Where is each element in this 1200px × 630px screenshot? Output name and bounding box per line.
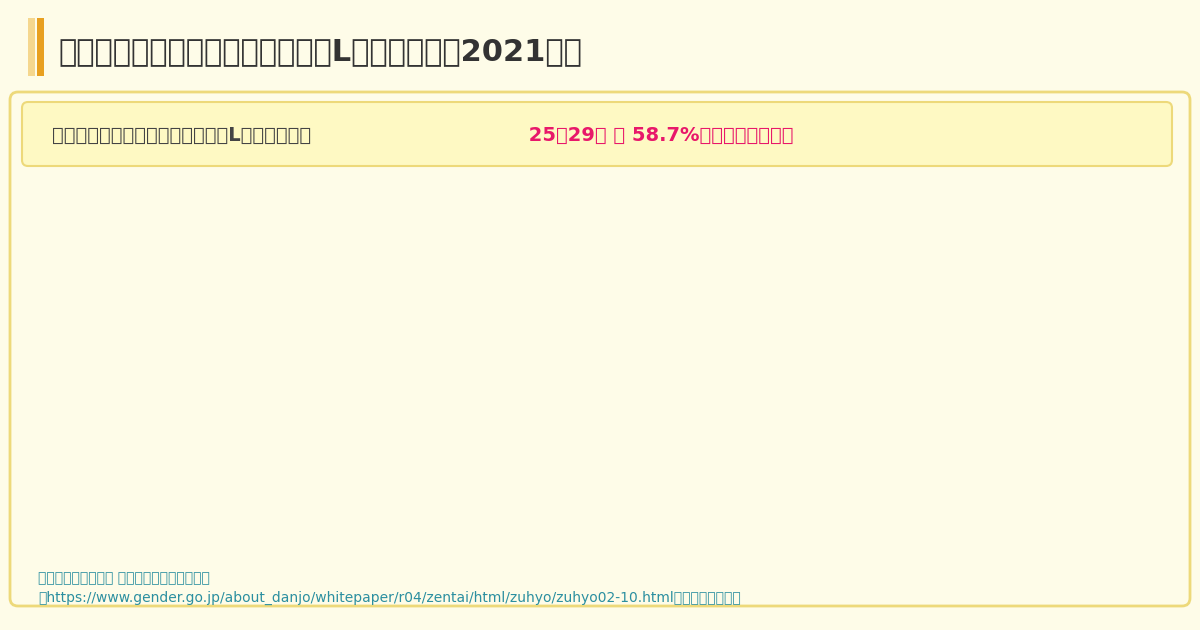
Text: 25～29歳 の 58.7%をピークに低下。: 25～29歳 の 58.7%をピークに低下。 — [522, 125, 793, 144]
Text: 26.3: 26.3 — [661, 391, 696, 404]
Text: 18.2: 18.2 — [800, 418, 835, 433]
Legend: 就業率（M字カーブ）, 正規雇用比率（L字カーブ）: 就業率（M字カーブ）, 正規雇用比率（L字カーブ） — [892, 208, 1110, 286]
Text: 73.0: 73.0 — [661, 229, 696, 243]
Text: 2.0: 2.0 — [805, 475, 829, 489]
Text: 78.2: 78.2 — [454, 210, 488, 225]
Text: 13.1: 13.1 — [731, 467, 766, 481]
Text: 72.7: 72.7 — [176, 230, 211, 244]
Bar — [28, 18, 35, 76]
Text: 60.6: 60.6 — [731, 272, 766, 285]
Text: 「男女共同参画白書 令和４年版」（内閣府）: 「男女共同参画白書 令和４年版」（内閣府） — [38, 571, 210, 585]
Text: 女性の年齢階級別正規雇用比率（L字カーブ）（2021年）: 女性の年齢階級別正規雇用比率（L字カーブ）（2021年） — [58, 38, 582, 67]
Text: 78.0: 78.0 — [593, 212, 626, 226]
Text: 75.8: 75.8 — [384, 249, 419, 264]
Text: 19.4: 19.4 — [108, 415, 142, 428]
Text: 79.5: 79.5 — [523, 206, 557, 220]
Text: 58.7: 58.7 — [246, 278, 281, 292]
FancyBboxPatch shape — [22, 102, 1172, 166]
Text: 34.7: 34.7 — [454, 362, 488, 375]
Text: 77.2: 77.2 — [316, 214, 349, 228]
Text: 45.9: 45.9 — [316, 323, 349, 336]
Text: 30.3: 30.3 — [593, 377, 626, 391]
Text: 38.2: 38.2 — [384, 349, 419, 364]
Text: 女性の年齢階級別正規雇用比率（L字カーブ）は: 女性の年齢階級別正規雇用比率（L字カーブ）は — [52, 125, 311, 144]
Bar — [37, 18, 44, 76]
Text: 83.6: 83.6 — [246, 192, 281, 206]
Text: （%）: （%） — [29, 129, 62, 144]
Text: （https://www.gender.go.jp/about_danjo/whitepaper/r04/zentai/html/zuhyo/zuhyo02-1: （https://www.gender.go.jp/about_danjo/wh… — [38, 591, 740, 605]
Text: 32.8: 32.8 — [523, 368, 558, 382]
FancyBboxPatch shape — [10, 92, 1190, 606]
Text: 3.3: 3.3 — [92, 486, 116, 500]
Text: 40.3: 40.3 — [176, 342, 211, 356]
Bar — [160, 158, 714, 504]
